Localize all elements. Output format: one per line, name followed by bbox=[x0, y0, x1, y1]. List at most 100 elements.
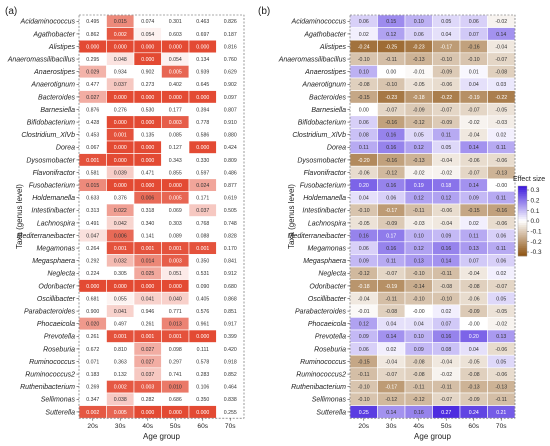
cell-value: 0.578 bbox=[196, 359, 209, 365]
cell-value: -0.11 bbox=[413, 385, 425, 391]
cell-value: -0.00 bbox=[468, 322, 480, 328]
cell-value: 0.497 bbox=[114, 322, 127, 328]
cell-value: 0.05 bbox=[414, 133, 424, 139]
row-label: Clostridium_XlVb bbox=[292, 132, 346, 139]
legend-gradient-step bbox=[518, 195, 527, 198]
cell-value: 0.06 bbox=[469, 19, 479, 25]
cell-value: 0.330 bbox=[196, 158, 209, 164]
cell-value: 0.038 bbox=[114, 397, 127, 403]
column-label: 60s bbox=[468, 423, 479, 430]
y-axis-title: Taxa (genus level) bbox=[15, 184, 24, 249]
cell-value: 0.069 bbox=[169, 208, 182, 214]
cell-value: 0.405 bbox=[196, 296, 209, 302]
row-label: Dysosmobacter bbox=[26, 157, 75, 164]
cell-value: -0.00 bbox=[495, 183, 507, 189]
cell-value: 0.12 bbox=[414, 145, 424, 151]
cell-value: -0.09 bbox=[413, 107, 425, 113]
column-label: 50s bbox=[170, 423, 181, 430]
cell-value: 0.001 bbox=[114, 133, 127, 139]
legend-gradient-step bbox=[518, 211, 527, 214]
legend-gradient-step bbox=[518, 222, 527, 226]
legend-tick-label: -0.1 bbox=[531, 229, 542, 236]
cell-value: 0.20 bbox=[469, 334, 479, 340]
cell-value: -0.04 bbox=[495, 44, 507, 50]
cell-value: 0.531 bbox=[196, 271, 209, 277]
cell-value: 0.002 bbox=[114, 32, 127, 38]
cell-value: -0.25 bbox=[385, 44, 397, 50]
cell-value: 0.07 bbox=[469, 259, 479, 265]
cell-value: 0.20 bbox=[359, 183, 369, 189]
legend-gradient-step bbox=[518, 221, 527, 224]
column-label: 30s bbox=[386, 423, 397, 430]
row-label: Megasphaera bbox=[303, 258, 346, 265]
cell-value: 0.603 bbox=[169, 32, 182, 38]
cell-value: -0.10 bbox=[413, 271, 425, 277]
cell-value: 0.015 bbox=[86, 183, 99, 189]
cell-value: 0.269 bbox=[86, 385, 99, 391]
cell-value: 0.16 bbox=[386, 246, 396, 252]
cell-value: 0.261 bbox=[86, 334, 99, 340]
cell-value: -0.13 bbox=[495, 170, 507, 176]
cell-value: 0.001 bbox=[114, 334, 127, 340]
cell-value: 0.000 bbox=[141, 183, 154, 189]
panel-a: (a) 0.495 0.015 0.074 0.301 0.463 0.826 0.862 0.… bbox=[5, 6, 245, 441]
cell-value: -0.13 bbox=[413, 158, 425, 164]
cell-value: 0.686 bbox=[169, 397, 182, 403]
cell-value: 0.07 bbox=[469, 32, 479, 38]
cell-value: -0.07 bbox=[495, 284, 507, 290]
cell-value: -0.07 bbox=[385, 271, 397, 277]
cell-value: 0.347 bbox=[86, 397, 99, 403]
cell-value: -0.10 bbox=[358, 385, 370, 391]
row-label: Anaerostipes bbox=[33, 69, 75, 76]
column-label: 30s bbox=[115, 423, 126, 430]
cell-value: 0.024 bbox=[196, 183, 209, 189]
cell-value: 0.809 bbox=[224, 158, 237, 164]
cell-value: 0.224 bbox=[86, 271, 99, 277]
legend-gradient-step bbox=[518, 250, 527, 253]
cell-value: 0.828 bbox=[224, 233, 237, 239]
row-label: Flavonifractor bbox=[304, 170, 347, 177]
legend-gradient-step bbox=[518, 203, 527, 206]
legend-gradient-step bbox=[518, 240, 527, 243]
row-label: Intestinibacter bbox=[302, 208, 346, 215]
cell-value: 0.06 bbox=[496, 233, 506, 239]
cell-value: 0.000 bbox=[196, 145, 209, 151]
cell-value: 0.029 bbox=[86, 70, 99, 76]
cell-value: 0.000 bbox=[114, 183, 127, 189]
cell-value: -0.12 bbox=[385, 170, 397, 176]
cell-value: 0.530 bbox=[141, 107, 154, 113]
row-label: Prevotella bbox=[44, 334, 75, 341]
cell-value: 0.00 bbox=[359, 107, 369, 113]
cell-value: -0.09 bbox=[440, 120, 452, 126]
cell-value: 0.000 bbox=[196, 95, 209, 101]
cell-value: 0.132 bbox=[114, 372, 127, 378]
cell-value: 0.16 bbox=[386, 133, 396, 139]
cell-value: 0.013 bbox=[169, 322, 182, 328]
cell-value: 0.000 bbox=[141, 44, 154, 50]
cell-value: -0.12 bbox=[385, 397, 397, 403]
cell-value: 0.680 bbox=[224, 284, 237, 290]
row-label: Flavonifractor bbox=[33, 170, 76, 177]
cell-value: 0.807 bbox=[224, 107, 237, 113]
legend-tick-label: 0.2 bbox=[531, 198, 540, 205]
cell-value: 0.912 bbox=[224, 271, 237, 277]
cell-value: -0.10 bbox=[468, 57, 480, 63]
cell-value: -0.08 bbox=[385, 309, 397, 315]
cell-value: 0.005 bbox=[169, 70, 182, 76]
cell-value: -0.11 bbox=[386, 296, 398, 302]
row-label: Clostridium_XlVb bbox=[21, 132, 75, 139]
row-label: Barnesiella bbox=[311, 107, 346, 114]
cell-value: 0.11 bbox=[496, 145, 506, 151]
cell-value: 0.041 bbox=[141, 296, 154, 302]
cell-value: -0.04 bbox=[468, 271, 480, 277]
column-label: 70s bbox=[496, 423, 507, 430]
cell-value: -0.17 bbox=[385, 385, 397, 391]
cell-value: 0.111 bbox=[197, 347, 209, 353]
row-label: Sellimonas bbox=[312, 397, 347, 404]
cell-value: 0.000 bbox=[141, 410, 154, 416]
cell-value: 0.13 bbox=[414, 259, 424, 265]
cell-value: 0.486 bbox=[224, 170, 237, 176]
cell-value: -0.07 bbox=[468, 107, 480, 113]
cell-value: 0.09 bbox=[469, 196, 479, 202]
cell-value: 0.24 bbox=[469, 410, 479, 416]
